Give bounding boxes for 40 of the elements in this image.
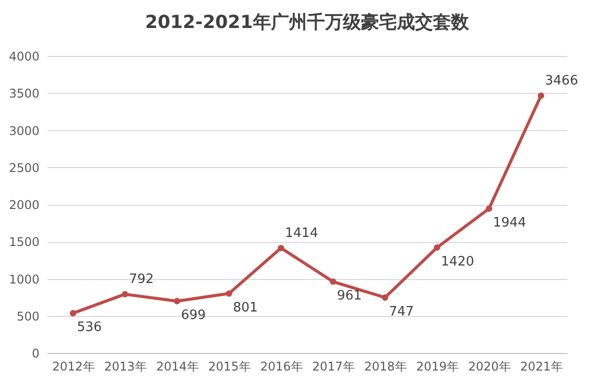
x-tick-label: 2017年: [312, 360, 355, 374]
y-tick-label: 4000: [8, 50, 40, 64]
x-tick-label: 2013年: [104, 360, 147, 374]
data-label: 3466: [545, 74, 578, 89]
x-tick-label: 2019年: [416, 360, 459, 374]
point: [486, 206, 492, 212]
y-tick-label: 0: [32, 346, 40, 360]
data-label: 1414: [285, 226, 318, 242]
y-tick-label: 3000: [8, 124, 40, 138]
x-tick-label: 2015年: [208, 360, 251, 374]
point: [278, 244, 284, 252]
data-label: 536: [77, 320, 102, 336]
point: [226, 290, 232, 297]
data-label: 792: [129, 272, 154, 288]
data-label: 699: [181, 308, 206, 324]
data-label: 1420: [441, 254, 474, 270]
y-tick-label: 2500: [8, 160, 40, 175]
point: [434, 244, 440, 251]
point: [70, 310, 76, 316]
y-tick-label: 500: [16, 309, 40, 324]
point: [174, 298, 180, 304]
y-tick-label: 1500: [8, 235, 40, 250]
x-tick-label: 2012年: [52, 360, 95, 374]
x-tick-label: 2016年: [260, 360, 303, 374]
y-tick-label: 2000: [8, 198, 40, 212]
x-tick-label: 2021年: [520, 360, 563, 374]
x-tick-label: 2020年: [468, 360, 511, 374]
y-tick-label: 3500: [8, 86, 40, 101]
point: [382, 294, 388, 301]
data-label: 1944: [493, 216, 526, 231]
data-label: 801: [233, 300, 258, 316]
x-tick-label: 2018年: [364, 360, 407, 374]
data-label: 961: [337, 288, 362, 304]
point: [330, 278, 336, 285]
chart-title: 2012-2021年广州千万级豪宅成交套数: [145, 12, 470, 33]
x-tick-label: 2014年: [156, 360, 199, 374]
point: [122, 291, 128, 298]
y-tick-label: 1000: [8, 272, 40, 286]
point: [538, 92, 544, 99]
data-label: 747: [389, 304, 414, 320]
